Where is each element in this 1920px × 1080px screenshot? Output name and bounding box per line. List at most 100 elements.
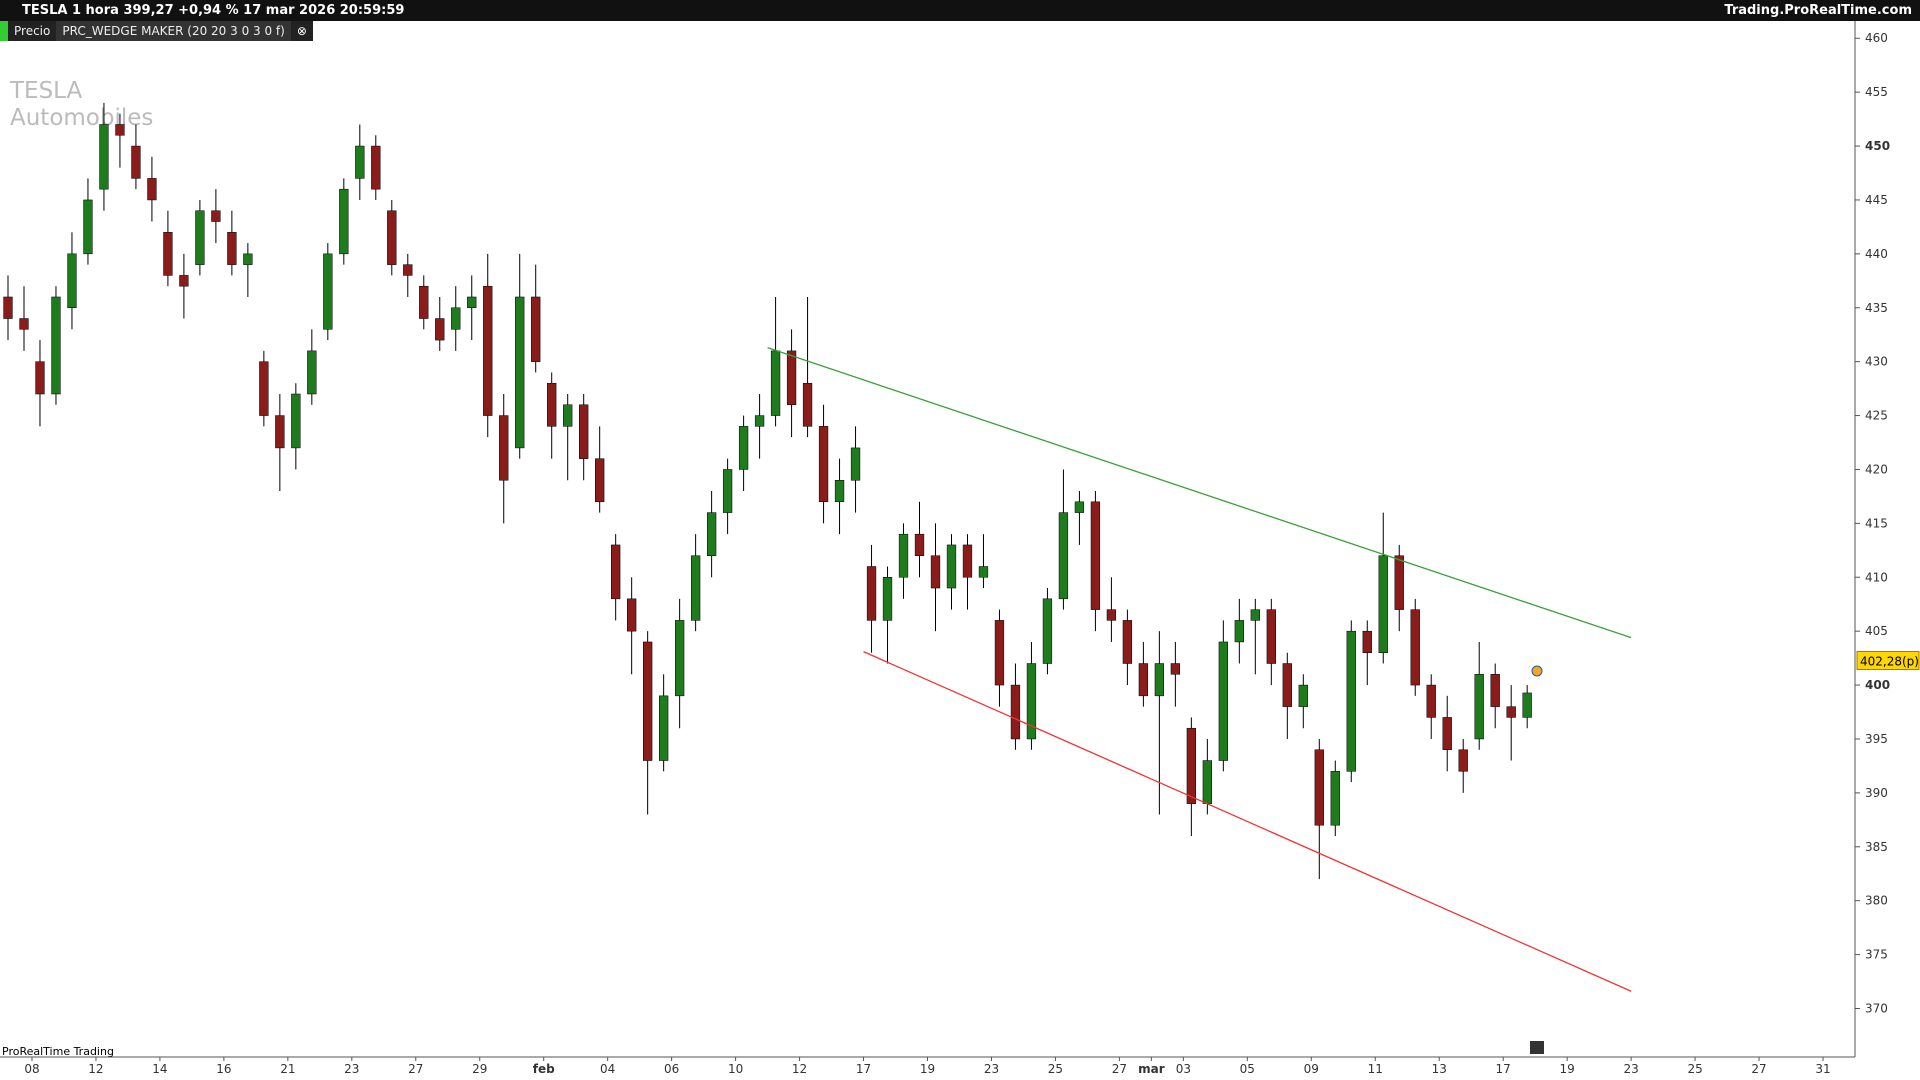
x-tick-label: 10	[728, 1062, 743, 1076]
y-tick-label: 380	[1865, 894, 1888, 908]
candle-body	[882, 577, 893, 621]
candle-body	[834, 479, 845, 503]
candle-body	[99, 124, 109, 190]
y-tick-label: 415	[1865, 516, 1888, 530]
alert-icon[interactable]	[1531, 665, 1543, 677]
candle-body	[3, 296, 13, 319]
y-tick-label: 375	[1865, 948, 1888, 962]
candle-body	[1170, 663, 1181, 675]
x-tick-label: 27	[1751, 1062, 1766, 1076]
candle-body	[1058, 512, 1069, 600]
y-tick-label: 460	[1865, 31, 1888, 45]
candle-body	[1362, 630, 1372, 653]
candle-body	[451, 307, 461, 330]
candle-body	[690, 555, 701, 621]
y-tick-label: 430	[1865, 355, 1888, 369]
price-tab[interactable]: Precio	[0, 21, 56, 41]
x-tick-label: 16	[216, 1062, 231, 1076]
candle-body	[259, 361, 269, 416]
indicator-tab[interactable]: PRC_WEDGE MAKER (20 20 3 0 3 0 f)	[56, 21, 291, 41]
candle-body	[195, 210, 205, 265]
candle-body	[371, 145, 381, 190]
candle-body	[467, 296, 477, 309]
x-tick-label: mar	[1138, 1062, 1165, 1076]
candle-body	[658, 695, 669, 761]
candle-body	[722, 469, 733, 513]
candle-body	[994, 620, 1005, 686]
y-tick-label: 410	[1865, 570, 1888, 584]
candle-body	[323, 253, 333, 330]
candle-body	[802, 382, 813, 427]
x-tick-label: 09	[1304, 1062, 1319, 1076]
y-tick-label: 435	[1865, 301, 1888, 315]
candle-body	[898, 533, 909, 578]
y-tick-label: 445	[1865, 193, 1888, 207]
candle-body	[147, 178, 157, 201]
candle-body	[595, 458, 605, 503]
candle-body	[83, 199, 93, 255]
candle-body	[131, 145, 141, 179]
close-indicator[interactable]: ⊗	[296, 24, 307, 38]
candle-body	[1138, 663, 1149, 697]
candle-body	[115, 124, 125, 136]
watermark: TESLA	[9, 78, 83, 104]
candle-body	[946, 544, 957, 589]
candle-body	[770, 350, 781, 416]
candle-body	[866, 566, 877, 621]
x-tick-label: 21	[280, 1062, 295, 1076]
x-tick-label: 29	[472, 1062, 487, 1076]
candle-body	[51, 296, 61, 395]
site-name: Trading.ProRealTime.com	[1724, 3, 1912, 18]
candle-body	[1074, 501, 1085, 513]
candle-body	[962, 544, 973, 578]
candle-body	[67, 253, 77, 309]
candle-body	[435, 318, 445, 341]
candle-body	[1474, 674, 1484, 740]
x-tick-label: 31	[1815, 1062, 1830, 1076]
candle-body	[275, 415, 285, 449]
x-tick-label: 14	[152, 1062, 167, 1076]
candle-body	[227, 232, 237, 265]
header-title: TESLA 1 hora 399,27 +0,94 % 17 mar 2026 …	[22, 3, 405, 18]
candle-body	[1426, 684, 1436, 718]
y-tick-label: 450	[1865, 139, 1890, 153]
candle-body	[1522, 692, 1532, 718]
y-tick-label: 455	[1865, 85, 1888, 99]
y-tick-label: 400	[1865, 678, 1890, 692]
candle-body	[1282, 663, 1292, 707]
candle-body	[179, 275, 189, 287]
x-tick-label: 25	[1687, 1062, 1702, 1076]
candle-body	[339, 188, 349, 255]
candle-body	[19, 318, 29, 330]
candle-body	[1506, 706, 1516, 718]
info-icon[interactable]	[1530, 1041, 1544, 1054]
x-tick-label: 06	[664, 1062, 679, 1076]
x-tick-label: 27	[408, 1062, 423, 1076]
x-tick-label: 05	[1240, 1062, 1255, 1076]
candle-body	[531, 296, 541, 362]
candle-body	[1266, 609, 1276, 664]
candle-body	[1090, 501, 1101, 610]
candle-body	[211, 210, 221, 222]
x-tick-label: 13	[1432, 1062, 1447, 1076]
candle-body	[1346, 630, 1356, 772]
candle-body	[35, 361, 45, 395]
candle-body	[674, 620, 685, 697]
candle-body	[1218, 641, 1228, 761]
y-tick-label: 440	[1865, 247, 1888, 261]
candle-body	[1154, 663, 1165, 697]
candle-body	[163, 232, 173, 276]
candle-body	[291, 393, 301, 449]
x-tick-label: 27	[1112, 1062, 1127, 1076]
candle-body	[850, 447, 861, 481]
candle-body	[914, 533, 925, 556]
candle-body	[1042, 598, 1053, 664]
x-tick-label: 12	[792, 1062, 807, 1076]
x-tick-label: 23	[984, 1062, 999, 1076]
candle-body	[307, 350, 317, 395]
x-tick-label: feb	[533, 1062, 555, 1076]
candle-body	[243, 253, 253, 265]
candle-body	[483, 285, 493, 416]
